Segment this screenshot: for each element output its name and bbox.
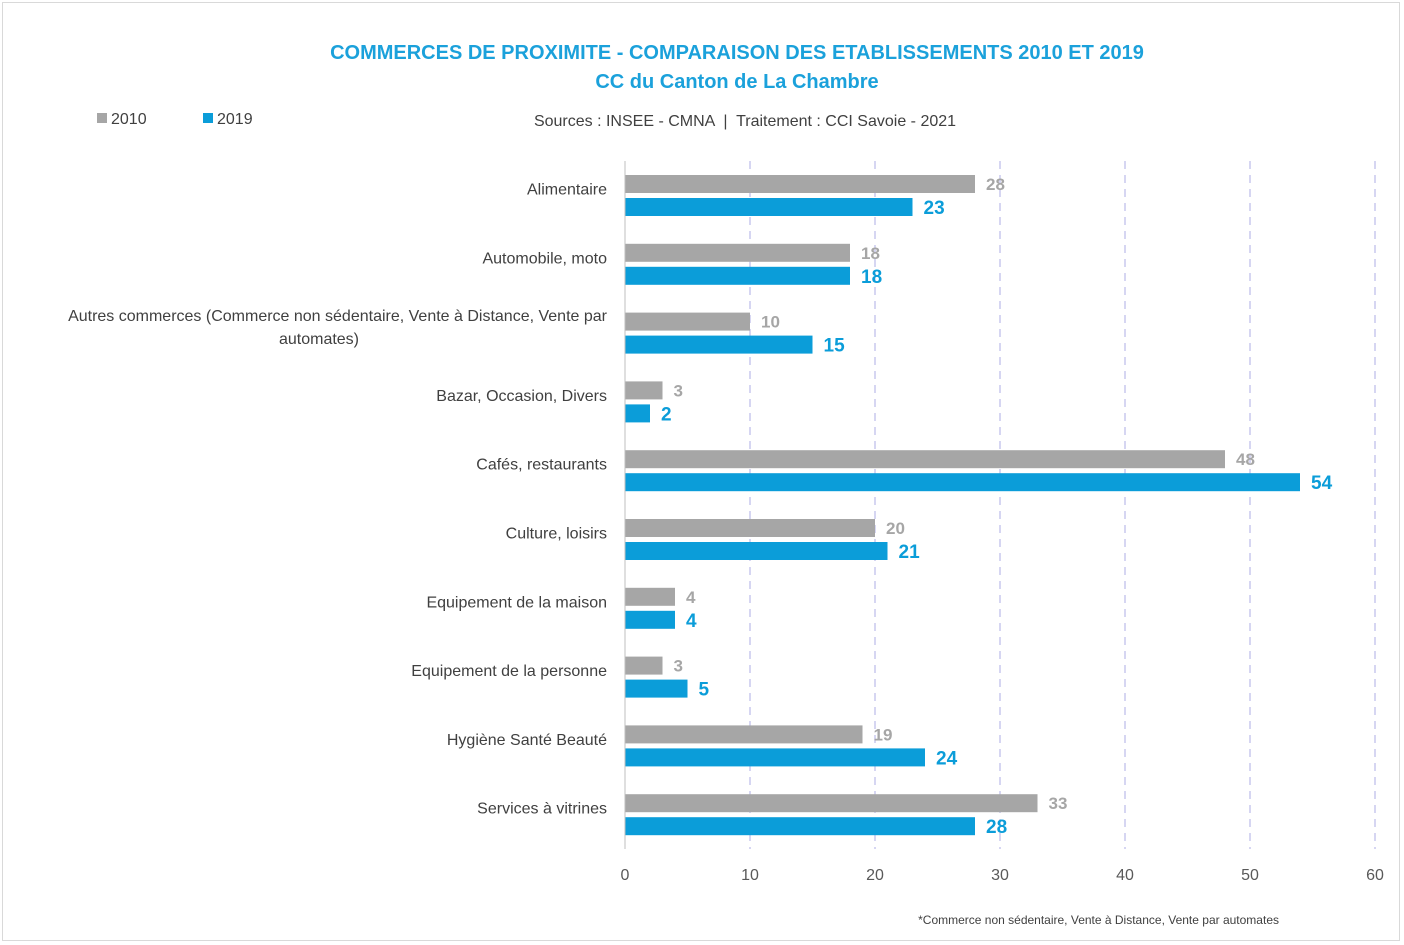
data-label-2019: 28: [986, 817, 1007, 838]
bar-2010: [625, 725, 863, 744]
data-label-2010: 33: [1049, 794, 1068, 813]
category-label: Cafés, restaurants: [476, 457, 607, 474]
data-label-2010: 19: [874, 725, 893, 744]
x-tick-label: 50: [1241, 867, 1259, 884]
category-label: Bazar, Occasion, Divers: [436, 388, 607, 405]
legend-swatch-2019: [203, 113, 213, 123]
bar-2010: [625, 243, 850, 262]
x-axis-ticks: 0 10 20 30 40 50 60: [621, 867, 1384, 884]
x-tick-label: 40: [1116, 867, 1134, 884]
data-label-2010: 3: [674, 657, 683, 676]
data-label-2010: 28: [986, 175, 1005, 194]
data-label-2019: 54: [1311, 473, 1333, 494]
footnote: *Commerce non sédentaire, Vente à Distan…: [918, 913, 1279, 927]
data-label-2019: 24: [936, 748, 958, 769]
data-label-2019: 23: [924, 198, 945, 219]
data-label-2019: 4: [686, 611, 697, 632]
legend-swatch-2010: [97, 113, 107, 123]
category-label: Alimentaire: [527, 182, 607, 199]
bar-2019: [625, 817, 975, 836]
bar-2010: [625, 587, 675, 606]
data-label-2019: 18: [861, 267, 882, 288]
x-tick-label: 0: [621, 867, 630, 884]
bar-2010: [625, 312, 750, 331]
bar-2019: [625, 679, 688, 698]
bar-2019: [625, 748, 925, 767]
data-label-2010: 3: [674, 381, 683, 400]
chart-subtitle: CC du Canton de La Chambre: [595, 71, 878, 93]
bar-2010: [625, 381, 663, 400]
grid-lines: [749, 161, 1376, 849]
category-label-line2: automates): [279, 331, 359, 348]
data-label-2019: 21: [899, 542, 921, 563]
bar-2010: [625, 656, 663, 675]
bar-2010: [625, 794, 1038, 813]
category-label: Culture, loisirs: [506, 526, 607, 543]
data-label-2019: 2: [661, 404, 672, 425]
bar-2019: [625, 542, 888, 560]
bar-2019: [625, 266, 850, 285]
bar-2019: [625, 404, 650, 423]
category-label: Services à vitrines: [477, 801, 607, 818]
data-label-2019: 15: [824, 336, 846, 357]
data-label-2010: 48: [1236, 450, 1255, 469]
category-label: Equipement de la personne: [411, 663, 607, 680]
legend-label-2019: 2019: [217, 111, 253, 128]
bar-2019: [625, 198, 913, 216]
data-label-2019: 5: [699, 680, 710, 701]
bar-2019: [625, 335, 813, 354]
bar-2010: [625, 175, 975, 193]
bar-2019: [625, 610, 675, 629]
bar-2019: [625, 473, 1300, 492]
data-label-2010: 4: [686, 588, 696, 607]
x-tick-label: 60: [1366, 867, 1384, 884]
source-note: Sources : INSEE - CMNA | Traitement : CC…: [534, 113, 956, 130]
bar-2010: [625, 450, 1225, 469]
chart-title: COMMERCES DE PROXIMITE - COMPARAISON DES…: [330, 42, 1144, 64]
x-tick-label: 30: [991, 867, 1009, 884]
category-labels: Alimentaire Automobile, moto Autres commer…: [68, 182, 608, 818]
data-label-2010: 18: [861, 244, 880, 263]
legend-label-2010: 2010: [111, 111, 147, 128]
data-label-2010: 10: [761, 313, 780, 332]
legend: 2010 2019: [97, 111, 253, 128]
category-label: Autres commerces (Commerce non sédentair…: [68, 308, 608, 325]
bar-2010: [625, 519, 875, 537]
x-tick-label: 20: [866, 867, 884, 884]
x-tick-label: 10: [741, 867, 759, 884]
data-label-2010: 20: [886, 519, 905, 538]
category-label: Automobile, moto: [482, 250, 607, 267]
category-label: Hygiène Santé Beauté: [447, 732, 607, 749]
category-label: Equipement de la maison: [426, 594, 607, 611]
